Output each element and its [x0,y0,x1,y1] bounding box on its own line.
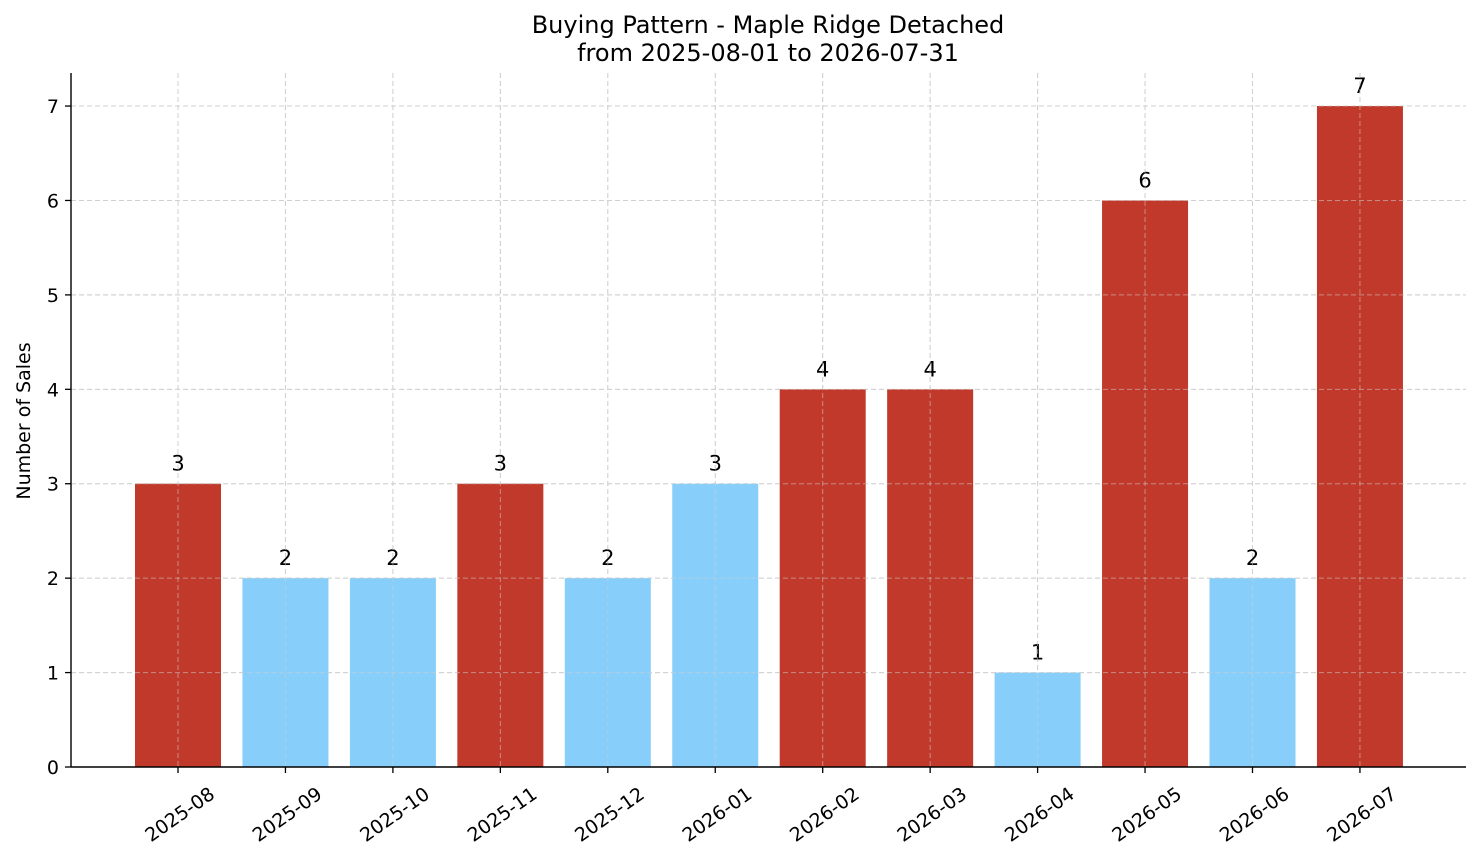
y-tick-label: 2 [47,568,59,590]
y-tick-label: 3 [47,474,59,496]
bar-value-label: 3 [494,452,507,476]
x-tick-label: 2025-08 [141,783,219,847]
x-tick-label: 2026-04 [1001,783,1079,847]
bar-value-label: 2 [601,546,614,570]
bar-value-label: 2 [1246,546,1259,570]
y-tick-label: 6 [47,190,59,212]
x-tick-label: 2026-07 [1323,783,1401,847]
x-tick-label: 2025-10 [356,783,434,847]
x-tick-label: 2026-06 [1216,783,1294,847]
x-tick-label: 2026-05 [1108,783,1186,847]
bar-value-label: 2 [386,546,399,570]
bar [994,672,1081,767]
bar-value-label: 2 [279,546,292,570]
x-tick-label: 2025-11 [464,783,542,847]
chart-subtitle: from 2025-08-01 to 2026-07-31 [577,39,959,67]
y-tick-label: 7 [47,96,59,118]
x-tick-label: 2025-09 [249,783,327,847]
bar-value-label: 3 [171,452,184,476]
x-tick-label: 2026-02 [786,783,864,847]
y-tick-label: 4 [47,379,59,401]
y-axis-label: Number of Sales [13,342,35,499]
y-tick-label: 1 [47,663,59,685]
y-tick-label: 0 [47,757,59,779]
chart-title: Buying Pattern - Maple Ridge Detached [532,11,1005,39]
y-tick-label: 5 [47,285,59,307]
axes-layer [70,73,1466,768]
bar-value-label: 7 [1353,74,1366,98]
x-tick-label: 2026-01 [678,783,756,847]
bar-value-label: 3 [709,452,722,476]
x-tick-label: 2025-12 [571,783,649,847]
x-tick-label: 2026-03 [893,783,971,847]
